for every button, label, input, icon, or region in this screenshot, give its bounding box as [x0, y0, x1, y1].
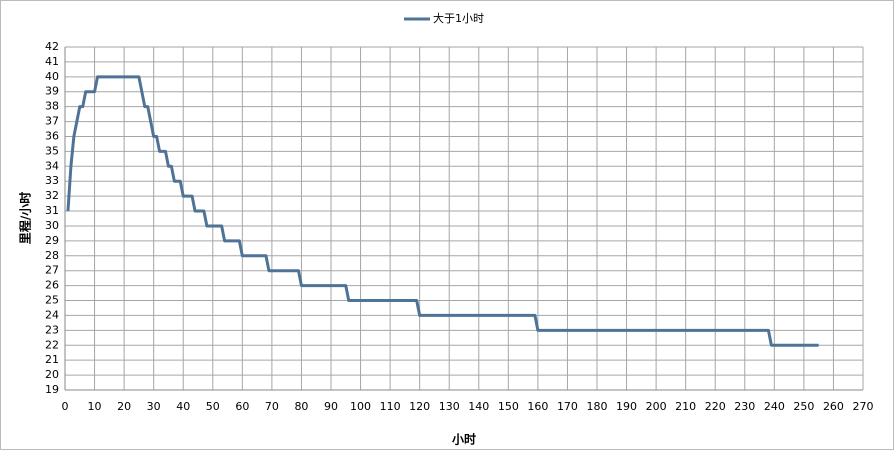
y-tick-label: 38 — [45, 100, 59, 113]
y-tick-label: 41 — [45, 55, 59, 68]
x-tick-label: 160 — [527, 400, 548, 413]
y-tick-label: 33 — [45, 174, 59, 187]
x-tick-label: 250 — [793, 400, 814, 413]
y-tick-label: 20 — [45, 368, 59, 381]
x-tick-label: 210 — [675, 400, 696, 413]
x-tick-label: 70 — [265, 400, 279, 413]
x-tick-label: 90 — [324, 400, 338, 413]
x-tick-label: 100 — [350, 400, 371, 413]
x-tick-label: 10 — [88, 400, 102, 413]
x-tick-label: 220 — [705, 400, 726, 413]
x-tick-label: 180 — [587, 400, 608, 413]
y-tick-label: 28 — [45, 249, 59, 262]
x-tick-label: 60 — [235, 400, 249, 413]
x-tick-label: 120 — [409, 400, 430, 413]
x-tick-label: 0 — [62, 400, 69, 413]
x-tick-label: 240 — [764, 400, 785, 413]
y-tick-label: 30 — [45, 219, 59, 232]
y-axis-label: 里程/小时 — [18, 192, 33, 244]
y-tick-label: 26 — [45, 279, 59, 292]
x-tick-label: 190 — [616, 400, 637, 413]
x-tick-label: 170 — [557, 400, 578, 413]
x-tick-label: 130 — [439, 400, 460, 413]
x-tick-label: 40 — [176, 400, 190, 413]
y-tick-label: 42 — [45, 40, 59, 53]
x-tick-label: 30 — [147, 400, 161, 413]
x-tick-label: 50 — [206, 400, 220, 413]
y-tick-label: 31 — [45, 204, 59, 217]
x-axis-label: 小时 — [452, 432, 476, 447]
legend-label: 大于1小时 — [433, 11, 484, 25]
series-line — [66, 75, 819, 347]
y-tick-label: 22 — [45, 338, 59, 351]
x-tick-label: 260 — [823, 400, 844, 413]
y-tick-label: 21 — [45, 353, 59, 366]
y-tick-label: 24 — [45, 308, 59, 321]
y-tick-label: 36 — [45, 129, 59, 142]
y-tick-label: 25 — [45, 294, 59, 307]
x-tick-label: 230 — [734, 400, 755, 413]
y-tick-label: 29 — [45, 234, 59, 247]
y-tick-label: 27 — [45, 264, 59, 277]
x-tick-label: 140 — [468, 400, 489, 413]
y-tick-label: 32 — [45, 189, 59, 202]
y-tick-label: 19 — [45, 383, 59, 396]
x-tick-label: 80 — [294, 400, 308, 413]
x-tick-label: 110 — [380, 400, 401, 413]
y-tick-label: 23 — [45, 323, 59, 336]
x-tick-label: 270 — [853, 400, 874, 413]
x-tick-label: 20 — [117, 400, 131, 413]
y-tick-label: 34 — [45, 159, 59, 172]
y-tick-label: 39 — [45, 85, 59, 98]
y-tick-label: 40 — [45, 70, 59, 83]
y-tick-label: 37 — [45, 115, 59, 128]
x-tick-label: 200 — [646, 400, 667, 413]
y-tick-label: 35 — [45, 144, 59, 157]
x-tick-label: 150 — [498, 400, 519, 413]
